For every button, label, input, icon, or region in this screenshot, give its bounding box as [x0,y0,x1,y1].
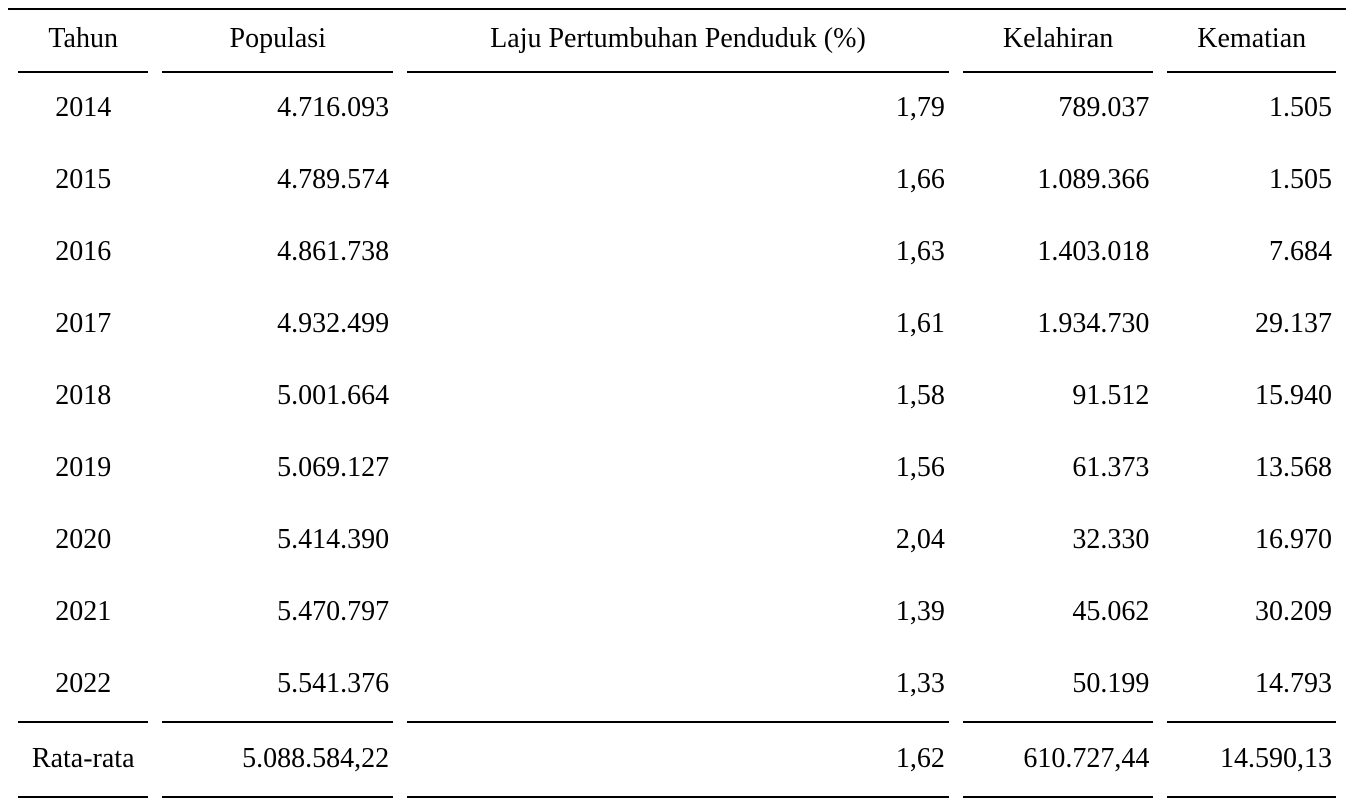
table-cell: 91.512 [1072,380,1150,412]
table-cell: 14.793 [1167,649,1336,723]
summary-cell: Rata-rata [18,723,149,798]
table-cell: 1.505 [1269,92,1332,124]
summary-cell: 14.590,13 [1167,723,1336,798]
table-row: 2021 5.470.797 1,39 45.062 30.209 [18,577,1336,649]
table-cell: 1.089.366 [1037,164,1150,196]
table-cell: 5.414.390 [277,524,390,556]
table-cell: 2022 [18,649,149,723]
table-cell: 1.403.018 [1037,236,1150,268]
table-cell: 4.789.574 [277,164,390,196]
summary-cell: 1,62 [407,723,949,798]
table-cell: 16.970 [1255,524,1332,556]
summary-row: Rata-rata 5.088.584,22 1,62 610.727,44 14.59… [18,723,1336,798]
table-cell: 2015 [55,164,112,196]
table-cell: 1,33 [407,649,949,723]
table-cell: 5.069.127 [277,452,390,484]
table-cell: 13.568 [1255,452,1332,484]
column-header: Laju Pertumbuhan Penduduk (%) [407,10,949,73]
table-cell: 1,61 [895,308,945,340]
table-row: 2019 5.069.127 1,56 61.373 13.568 [18,433,1336,505]
table-cell: 32.330 [1072,524,1150,556]
table-row: 2014 4.716.093 1,79 789.037 1.505 [18,73,1336,145]
table-cell: 1.934.730 [1037,308,1150,340]
table-cell: 1,79 [895,92,945,124]
table-cell: 45.062 [1072,596,1150,628]
table-cell: 2020 [55,524,112,556]
table-cell: 1,58 [895,380,945,412]
summary-cell: 5.088.584,22 [162,723,394,798]
table-cell: 4.932.499 [277,308,390,340]
table-row: 2015 4.789.574 1,66 1.089.366 1.505 [18,145,1336,217]
table-cell: 29.137 [1255,308,1332,340]
table-row: 2022 5.541.376 1,33 50.199 14.793 [18,649,1336,723]
table-cell: 61.373 [1072,452,1150,484]
column-header: Kematian [1167,10,1336,73]
table-row: 2017 4.932.499 1,61 1.934.730 29.137 [18,289,1336,361]
table-cell: 5.541.376 [162,649,394,723]
table-top-rule [8,8,1346,10]
table-cell: 2014 [55,92,112,124]
table-cell: 789.037 [1058,92,1150,124]
table-cell: 2,04 [895,524,945,556]
column-header: Populasi [162,10,394,73]
table-cell: 2016 [55,236,112,268]
table-cell: 2017 [55,308,112,340]
table-cell: 1,63 [895,236,945,268]
table-cell: 50.199 [962,649,1154,723]
table-cell: 30.209 [1255,596,1332,628]
header-row: Tahun Populasi Laju Pertumbuhan Penduduk (… [18,10,1336,73]
table-cell: 5.001.664 [277,380,390,412]
table-cell: 2019 [55,452,112,484]
table-cell: 1.505 [1269,164,1332,196]
table-cell: 4.861.738 [277,236,390,268]
table-cell: 5.470.797 [277,596,390,628]
table-cell: 2021 [55,596,112,628]
table-row: 2020 5.414.390 2,04 32.330 16.970 [18,505,1336,577]
table-row: 2016 4.861.738 1,63 1.403.018 7.684 [18,217,1336,289]
summary-cell: 610.727,44 [962,723,1154,798]
table-row: 2018 5.001.664 1,58 91.512 15.940 [18,361,1336,433]
column-header: Tahun [18,10,149,73]
table-cell: 7.684 [1269,236,1332,268]
table-cell: 1,39 [895,596,945,628]
table-cell: 2018 [55,380,112,412]
column-header: Kelahiran [962,10,1154,73]
population-statistics-table: Tahun Populasi Laju Pertumbuhan Penduduk (… [4,10,1350,798]
table-cell: 4.716.093 [277,92,390,124]
table-cell: 1,56 [895,452,945,484]
table-cell: 15.940 [1255,380,1332,412]
table-cell: 1,66 [895,164,945,196]
